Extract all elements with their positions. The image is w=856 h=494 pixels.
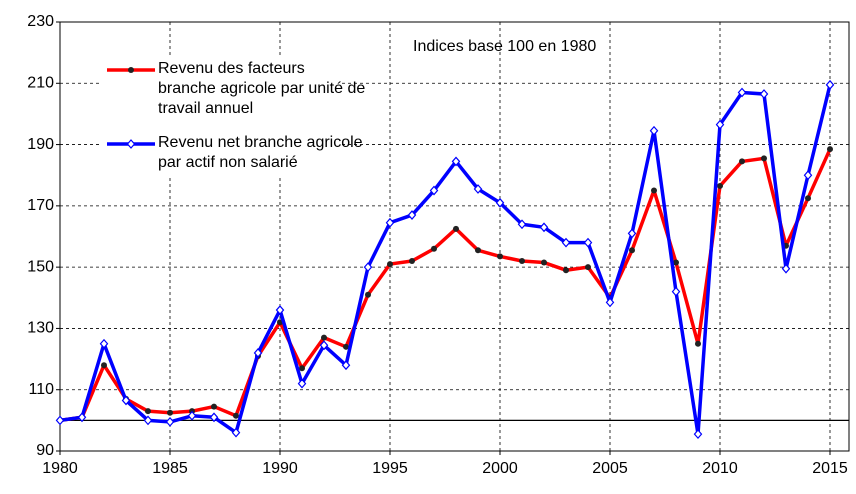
marker bbox=[717, 182, 723, 189]
marker bbox=[715, 119, 725, 130]
legend-label: Revenu des facteurs branche agricole par… bbox=[158, 60, 366, 117]
x-tick-label: 1980 bbox=[42, 460, 78, 477]
marker bbox=[759, 89, 769, 99]
marker bbox=[825, 79, 835, 90]
marker bbox=[585, 264, 591, 271]
legend-label: Revenu net branche agricole par actif no… bbox=[158, 134, 363, 171]
y-tick-label: 130 bbox=[27, 320, 54, 337]
x-tick-label: 2015 bbox=[812, 460, 848, 477]
marker bbox=[563, 267, 569, 274]
y-tick-label: 190 bbox=[27, 136, 54, 153]
marker bbox=[475, 247, 481, 254]
marker bbox=[77, 412, 87, 423]
x-tick-label: 2010 bbox=[702, 460, 738, 477]
marker bbox=[473, 184, 483, 194]
y-tick-label: 90 bbox=[36, 442, 54, 459]
marker bbox=[451, 156, 461, 167]
marker bbox=[319, 340, 329, 351]
x-tick-label: 1995 bbox=[372, 460, 408, 477]
marker bbox=[495, 197, 505, 208]
marker bbox=[55, 415, 65, 426]
marker bbox=[363, 262, 373, 273]
marker bbox=[671, 286, 681, 297]
marker bbox=[167, 409, 173, 416]
y-tick-label: 150 bbox=[27, 258, 54, 275]
marker bbox=[101, 362, 107, 369]
marker bbox=[519, 258, 525, 265]
legend-marker bbox=[126, 139, 136, 149]
marker bbox=[431, 245, 437, 252]
marker bbox=[429, 185, 439, 196]
marker bbox=[233, 412, 239, 419]
marker bbox=[121, 395, 131, 406]
legend-marker bbox=[128, 67, 134, 73]
marker bbox=[739, 158, 745, 165]
marker bbox=[409, 258, 415, 265]
marker bbox=[165, 416, 175, 427]
marker bbox=[145, 408, 151, 415]
marker bbox=[605, 297, 615, 308]
legend-box bbox=[100, 58, 340, 178]
marker bbox=[539, 222, 549, 233]
marker bbox=[407, 210, 417, 220]
marker bbox=[209, 412, 219, 423]
marker bbox=[803, 170, 813, 181]
marker bbox=[253, 348, 263, 358]
marker bbox=[341, 360, 351, 371]
x-tick-label: 2005 bbox=[592, 460, 628, 477]
marker bbox=[649, 125, 659, 136]
marker bbox=[517, 219, 527, 230]
marker bbox=[211, 403, 217, 410]
y-tick-label: 210 bbox=[27, 75, 54, 92]
marker bbox=[673, 259, 679, 266]
marker bbox=[693, 429, 703, 440]
series-line bbox=[59, 148, 832, 423]
marker bbox=[761, 155, 767, 162]
marker bbox=[541, 259, 547, 266]
marker bbox=[827, 146, 833, 153]
marker bbox=[231, 427, 241, 438]
x-tick-label: 2000 bbox=[482, 460, 518, 477]
marker bbox=[695, 340, 701, 347]
marker bbox=[365, 291, 371, 298]
annotation: Indices base 100 en 1980 bbox=[413, 38, 596, 55]
marker bbox=[629, 247, 635, 254]
marker bbox=[143, 415, 153, 426]
y-tick-label: 230 bbox=[27, 13, 54, 30]
x-tick-label: 1990 bbox=[262, 460, 298, 477]
legend-item: Revenu des facteurs branche agricole par… bbox=[158, 60, 366, 117]
marker bbox=[651, 187, 657, 194]
marker bbox=[781, 263, 791, 274]
marker bbox=[299, 365, 305, 372]
marker bbox=[297, 378, 307, 389]
marker bbox=[387, 261, 393, 268]
marker bbox=[385, 217, 395, 228]
marker bbox=[583, 237, 593, 248]
marker bbox=[805, 195, 811, 202]
y-tick-label: 170 bbox=[27, 197, 54, 214]
marker bbox=[561, 237, 571, 248]
marker bbox=[453, 225, 459, 232]
x-tick-label: 1985 bbox=[152, 460, 188, 477]
y-tick-label: 110 bbox=[28, 381, 54, 398]
marker bbox=[343, 343, 349, 350]
marker bbox=[497, 253, 503, 260]
marker bbox=[737, 87, 747, 98]
marker bbox=[99, 338, 109, 349]
marker bbox=[627, 228, 637, 239]
marker bbox=[321, 334, 327, 341]
marker bbox=[187, 410, 197, 421]
legend-item: Revenu net branche agricole par actif no… bbox=[158, 134, 363, 171]
series-line bbox=[59, 84, 832, 436]
marker bbox=[275, 305, 285, 315]
